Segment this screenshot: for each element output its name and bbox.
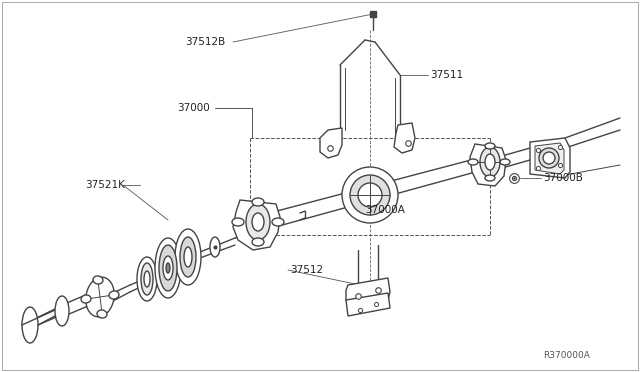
Ellipse shape	[252, 238, 264, 246]
Ellipse shape	[86, 277, 114, 317]
Polygon shape	[535, 143, 564, 174]
Ellipse shape	[137, 257, 157, 301]
Ellipse shape	[175, 229, 201, 285]
Text: 37000B: 37000B	[543, 173, 583, 183]
Ellipse shape	[350, 175, 390, 215]
Ellipse shape	[500, 159, 510, 165]
Text: 37000: 37000	[177, 103, 210, 113]
Ellipse shape	[342, 167, 398, 223]
Ellipse shape	[539, 148, 559, 168]
Ellipse shape	[485, 143, 495, 149]
Ellipse shape	[252, 198, 264, 206]
Text: 37521K: 37521K	[85, 180, 125, 190]
Polygon shape	[320, 128, 342, 158]
Ellipse shape	[543, 152, 555, 164]
Ellipse shape	[180, 237, 196, 277]
Polygon shape	[233, 200, 280, 250]
Ellipse shape	[141, 263, 153, 295]
Text: 37511: 37511	[430, 70, 463, 80]
Ellipse shape	[155, 238, 181, 298]
Ellipse shape	[232, 218, 244, 226]
Ellipse shape	[166, 263, 170, 273]
Ellipse shape	[252, 213, 264, 231]
Ellipse shape	[55, 296, 69, 326]
Ellipse shape	[358, 183, 382, 207]
Text: 37000A: 37000A	[365, 205, 405, 215]
Text: 37512B: 37512B	[185, 37, 225, 47]
Polygon shape	[346, 278, 390, 308]
Ellipse shape	[163, 256, 173, 280]
Polygon shape	[346, 293, 390, 316]
Ellipse shape	[109, 291, 119, 299]
Polygon shape	[530, 138, 570, 178]
Ellipse shape	[97, 310, 107, 318]
Ellipse shape	[485, 175, 495, 181]
Text: 37512: 37512	[290, 265, 323, 275]
Ellipse shape	[210, 237, 220, 257]
Polygon shape	[394, 123, 415, 153]
Ellipse shape	[480, 147, 500, 177]
Ellipse shape	[22, 307, 38, 343]
Ellipse shape	[159, 245, 177, 291]
Ellipse shape	[93, 276, 103, 284]
Ellipse shape	[184, 247, 192, 267]
Ellipse shape	[144, 271, 150, 287]
Ellipse shape	[468, 159, 478, 165]
Polygon shape	[470, 144, 506, 186]
Ellipse shape	[272, 218, 284, 226]
Ellipse shape	[246, 204, 270, 240]
Text: R370000A: R370000A	[543, 350, 590, 359]
Ellipse shape	[81, 295, 91, 303]
Ellipse shape	[485, 154, 495, 170]
